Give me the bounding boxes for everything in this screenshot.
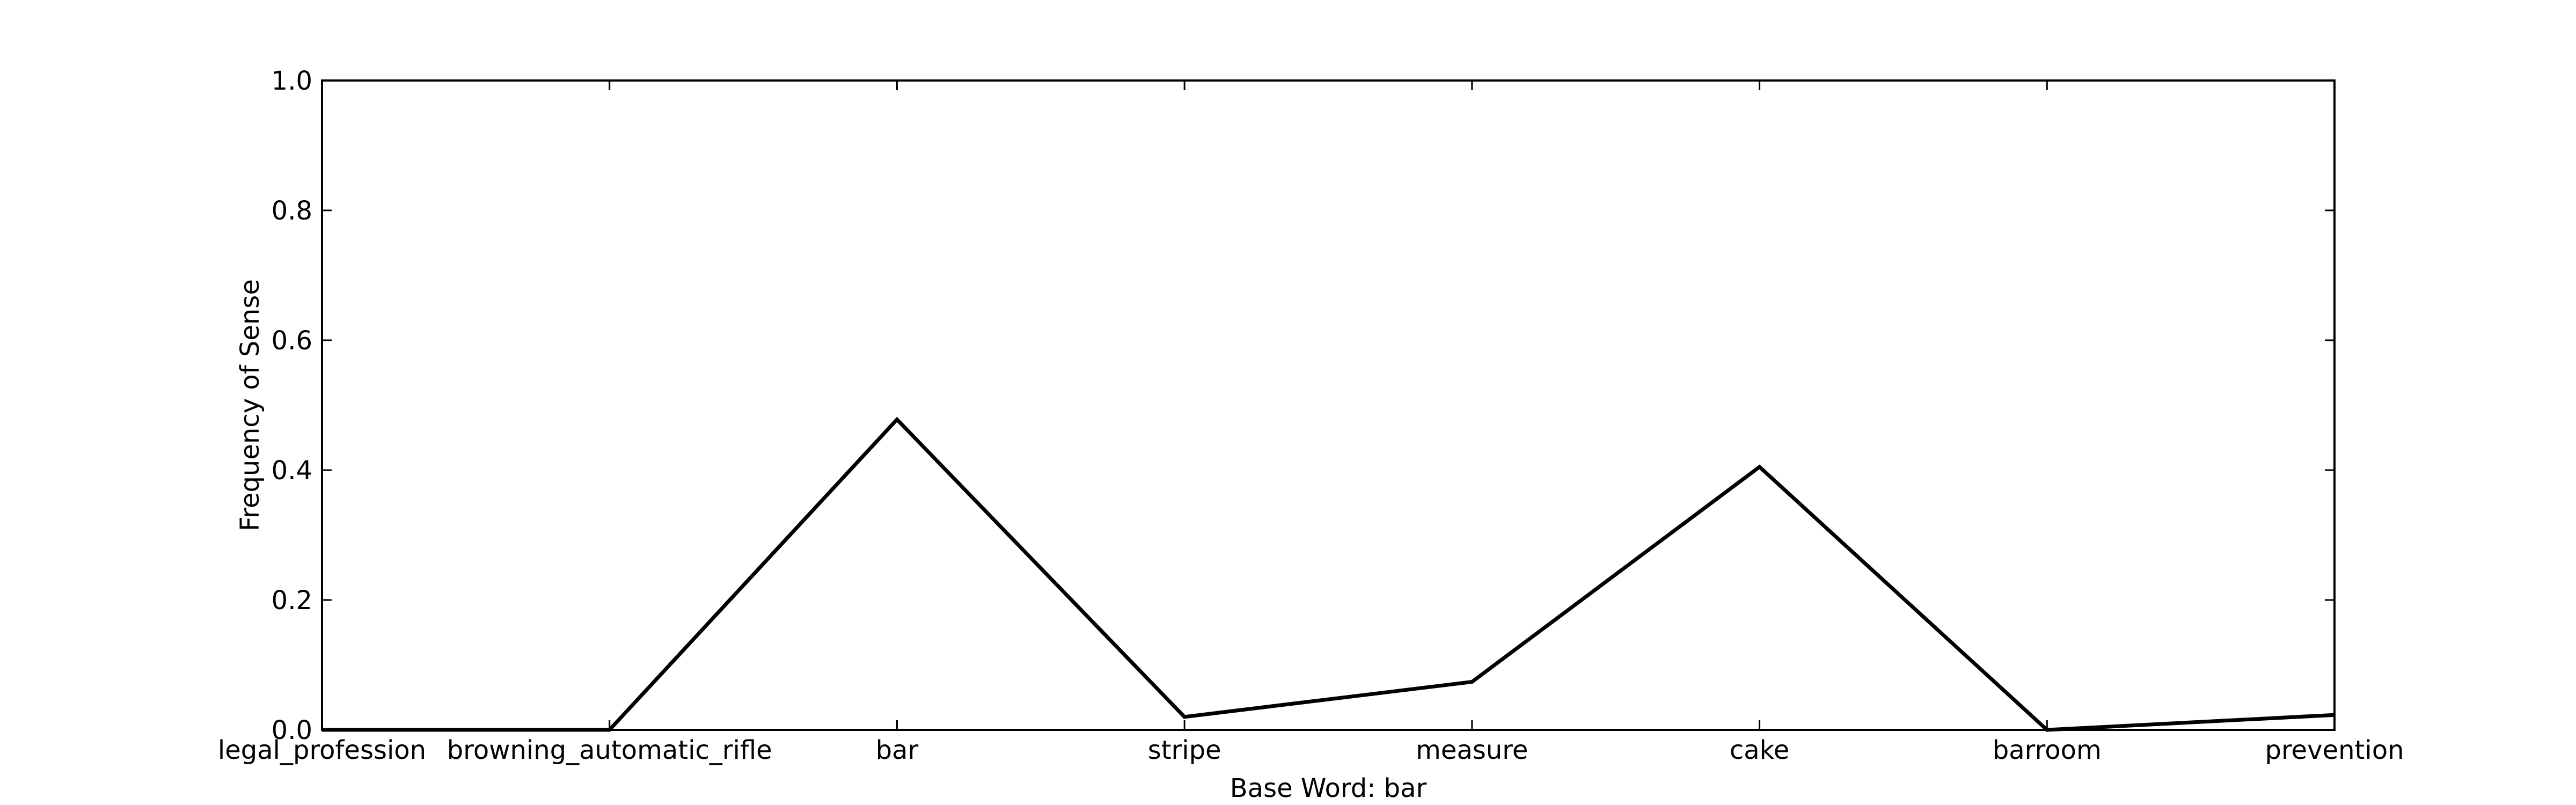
- y-axis: 0.0 0.2 0.4 0.6 0.8 1.0: [272, 66, 2334, 745]
- y-tick-label: 0.2: [272, 586, 312, 616]
- y-tick-label: 0.0: [272, 715, 312, 745]
- x-tick-label: legal_profession: [218, 735, 426, 765]
- y-tick-label: 0.4: [272, 456, 312, 486]
- y-tick-label: 0.6: [272, 326, 312, 356]
- x-tick-label: barroom: [1993, 735, 2102, 765]
- x-tick-label: stripe: [1148, 735, 1221, 765]
- plot-frame: [321, 79, 2336, 731]
- x-tick-label: measure: [1416, 735, 1528, 765]
- y-tick-label: 0.8: [272, 196, 312, 226]
- x-tick-label: prevention: [2265, 735, 2404, 765]
- x-tick-label: cake: [1730, 735, 1789, 765]
- x-tick-label: browning_automatic_rifle: [447, 735, 772, 765]
- y-axis-label: Frequency of Sense: [235, 279, 265, 531]
- x-axis: legal_profession browning_automatic_rifle…: [218, 80, 2404, 765]
- series-line: [322, 416, 2335, 732]
- x-tick-label: bar: [876, 735, 919, 765]
- y-tick-label: 1.0: [272, 66, 312, 96]
- x-axis-label: Base Word: bar: [1230, 773, 1427, 803]
